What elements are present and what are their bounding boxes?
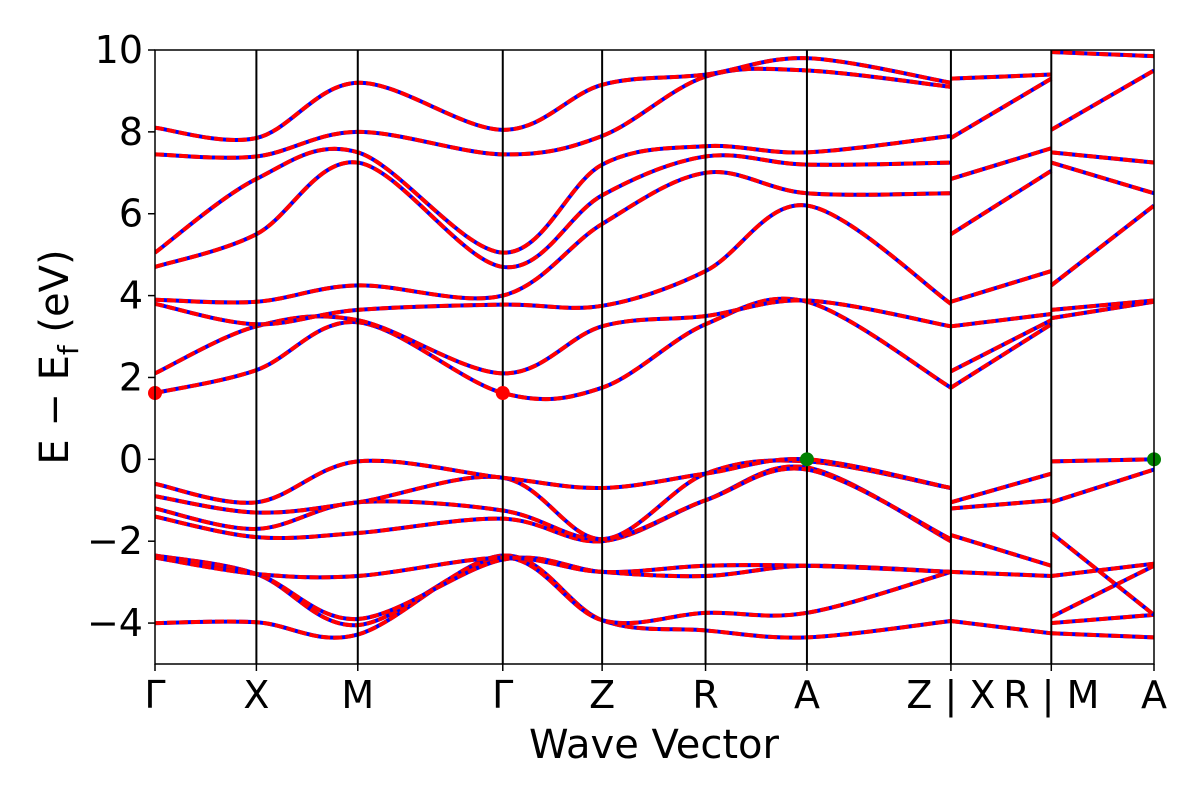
y-axis-ticks: −4 −2 0 2 4 6 8 10 bbox=[87, 28, 155, 645]
y-axis-label-sub: f bbox=[52, 344, 85, 355]
x-tick-label: A bbox=[1141, 673, 1167, 717]
band-16 bbox=[950, 619, 1052, 636]
band-38 bbox=[1050, 203, 1154, 287]
band-line-red bbox=[1051, 150, 1154, 165]
band-30 bbox=[1051, 612, 1154, 626]
band-line-red bbox=[1050, 160, 1154, 196]
band-line-red bbox=[950, 146, 1052, 181]
band-24 bbox=[950, 269, 1052, 304]
band-line-red bbox=[1051, 631, 1154, 640]
x-tick-label: Z | X bbox=[906, 673, 995, 718]
y-axis-label-main: E − E bbox=[32, 355, 78, 465]
y-tick-label: 6 bbox=[119, 192, 143, 236]
band-line-red bbox=[949, 322, 1053, 390]
x-axis-label: Wave Vector bbox=[529, 722, 780, 768]
band-line-red bbox=[1050, 299, 1154, 321]
band-line-red bbox=[1050, 68, 1154, 132]
band-21 bbox=[949, 322, 1053, 390]
y-tick-label: −2 bbox=[87, 519, 143, 563]
x-tick-label: A bbox=[794, 673, 820, 717]
x-tick-label: R bbox=[692, 673, 718, 717]
band-line-red bbox=[155, 553, 952, 640]
band-25 bbox=[949, 169, 1053, 236]
band-line-red bbox=[950, 72, 1052, 81]
band-40 bbox=[1051, 150, 1154, 165]
band-18 bbox=[950, 533, 1052, 568]
y-axis-label-unit: (eV) bbox=[32, 249, 78, 345]
band-line-red bbox=[1050, 531, 1154, 617]
band-28 bbox=[950, 72, 1052, 81]
x-tick-label: X bbox=[243, 673, 269, 717]
y-tick-label: 10 bbox=[95, 28, 143, 72]
band-22 bbox=[950, 318, 1053, 374]
band-23 bbox=[950, 312, 1052, 329]
plot-frame bbox=[154, 49, 1155, 665]
band-35 bbox=[1051, 457, 1154, 464]
y-axis-label: E − Ef (eV) bbox=[32, 249, 85, 464]
y-tick-label: 4 bbox=[119, 274, 143, 318]
band-36 bbox=[1050, 299, 1154, 321]
band-line-red bbox=[1051, 457, 1154, 464]
band-26 bbox=[950, 146, 1052, 181]
band-0 bbox=[155, 553, 952, 640]
band-line-red bbox=[949, 169, 1053, 236]
band-line-red bbox=[155, 133, 952, 255]
x-tick-label: M bbox=[341, 673, 374, 717]
band-20 bbox=[950, 471, 1052, 505]
band-line-red bbox=[1050, 203, 1154, 287]
band-32 bbox=[1051, 561, 1154, 578]
y-tick-label: 8 bbox=[119, 110, 143, 154]
band-39 bbox=[1050, 160, 1154, 196]
band-33 bbox=[1050, 531, 1154, 617]
band-line-red bbox=[950, 318, 1053, 374]
y-tick-label: 0 bbox=[119, 437, 143, 481]
band-line-red bbox=[1051, 561, 1154, 578]
band-line-red bbox=[1051, 50, 1154, 59]
band-line-red bbox=[949, 76, 1053, 140]
band-line-red bbox=[950, 533, 1052, 568]
band-line-red bbox=[1050, 467, 1154, 505]
x-tick-label: Γ bbox=[492, 673, 513, 717]
band-31 bbox=[1050, 563, 1154, 619]
band-41 bbox=[1050, 68, 1154, 132]
band-line-red bbox=[950, 269, 1052, 304]
band-17 bbox=[950, 569, 1052, 578]
band-37 bbox=[1051, 298, 1154, 312]
extremum-marker bbox=[495, 386, 510, 401]
kpoint-lines bbox=[255, 50, 1053, 664]
band-line-red bbox=[1051, 298, 1154, 312]
band-line-red bbox=[950, 619, 1052, 636]
band-line-red bbox=[950, 471, 1052, 505]
x-tick-label: R | M bbox=[1003, 673, 1099, 718]
band-line-red bbox=[950, 569, 1052, 578]
band-13 bbox=[155, 133, 952, 255]
extremum-marker bbox=[799, 452, 814, 467]
band-line-red bbox=[155, 170, 951, 305]
band-27 bbox=[949, 76, 1053, 140]
band-line-red bbox=[155, 153, 951, 270]
extrema-markers bbox=[148, 386, 1161, 467]
band-42 bbox=[1051, 50, 1154, 59]
y-tick-label: 2 bbox=[119, 355, 143, 399]
y-tick-label: −4 bbox=[87, 601, 143, 645]
band-12 bbox=[155, 153, 951, 270]
x-tick-label: Γ bbox=[144, 673, 165, 717]
x-tick-label: Z bbox=[589, 673, 615, 717]
band-29 bbox=[1051, 631, 1154, 640]
band-19 bbox=[950, 498, 1052, 511]
band-line-red bbox=[950, 312, 1052, 329]
band-34 bbox=[1050, 467, 1154, 505]
band-line-red bbox=[950, 498, 1052, 511]
band-line-red bbox=[1051, 612, 1154, 626]
band-line-red bbox=[1050, 563, 1154, 619]
